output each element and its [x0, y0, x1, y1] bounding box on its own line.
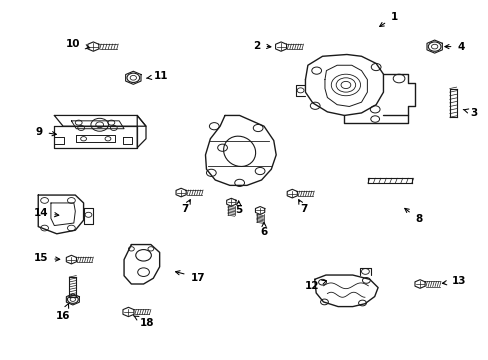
Text: 17: 17: [175, 271, 205, 283]
Text: 3: 3: [462, 108, 476, 118]
Text: 14: 14: [33, 208, 59, 218]
Text: 4: 4: [444, 42, 464, 51]
Text: 10: 10: [65, 39, 90, 49]
Text: 16: 16: [56, 303, 70, 320]
Text: 18: 18: [133, 316, 154, 328]
Text: 11: 11: [146, 71, 167, 81]
Text: 15: 15: [33, 253, 60, 263]
Text: 8: 8: [404, 208, 422, 224]
Text: 13: 13: [442, 276, 466, 286]
Text: 2: 2: [253, 41, 270, 50]
Text: 7: 7: [298, 200, 307, 215]
Text: 12: 12: [304, 280, 325, 291]
Text: 5: 5: [235, 201, 242, 216]
Text: 6: 6: [260, 222, 267, 237]
Text: 1: 1: [379, 12, 398, 27]
Text: 7: 7: [181, 200, 190, 215]
Text: 9: 9: [35, 127, 56, 136]
